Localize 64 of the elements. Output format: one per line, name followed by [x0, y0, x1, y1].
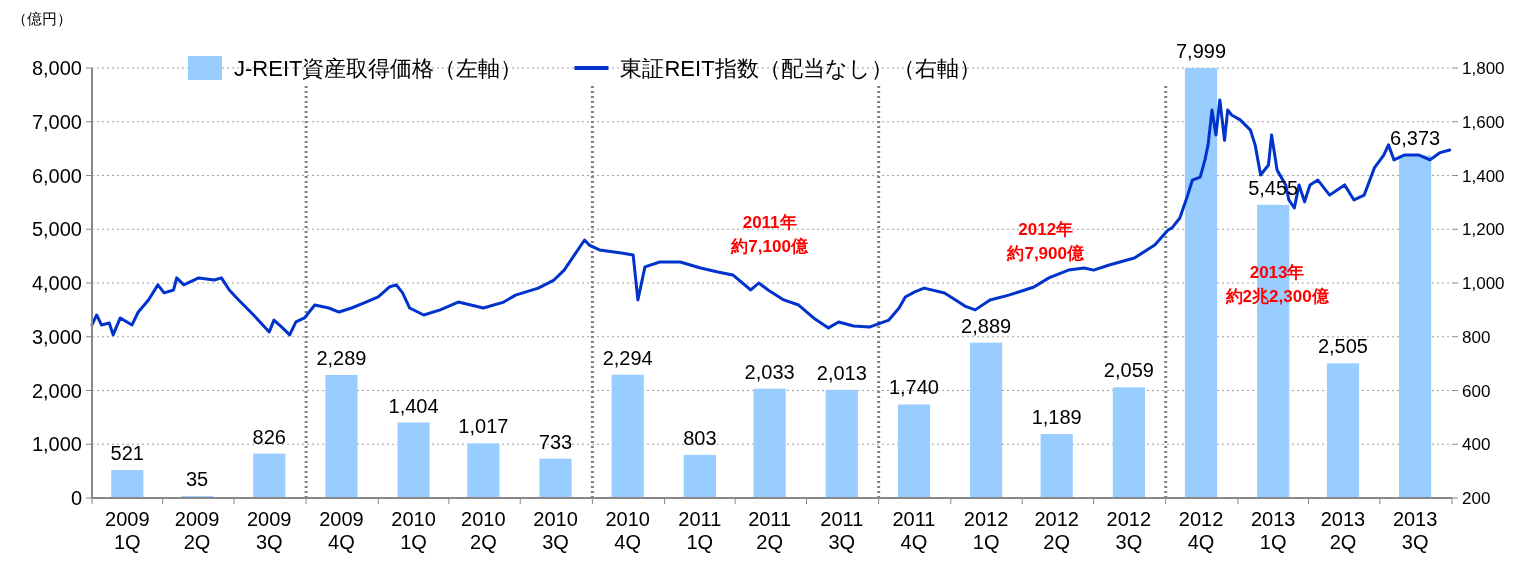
x-tick-label: 2013 3Q — [1392, 508, 1438, 553]
x-tick-label: 2013 1Q — [1250, 508, 1296, 553]
annotation: 2011年 — [742, 213, 797, 232]
x-tick-label: 2011 1Q — [678, 508, 722, 553]
legend-label: 東証REIT指数（配当なし）（右軸） — [620, 56, 981, 81]
x-tick-label: 2011 2Q — [748, 508, 792, 553]
y2-tick-label: 400 — [1462, 435, 1491, 455]
y-tick-label: 8,000 — [31, 57, 82, 79]
x-tick-label: 2010 1Q — [391, 508, 436, 553]
y2-tick-label: 1,600 — [1462, 112, 1505, 132]
x-tick-label: 2012 1Q — [963, 508, 1009, 553]
annotation: 約2兆2,300億 — [1224, 287, 1330, 306]
x-tick-label: 2012 4Q — [1178, 508, 1224, 553]
data-label: 521 — [110, 442, 144, 464]
data-label: 2,505 — [1317, 335, 1369, 358]
y-tick-label: 3,000 — [31, 325, 82, 348]
data-label: 1,189 — [1031, 406, 1082, 429]
x-tick-label: 2012 3Q — [1106, 508, 1152, 553]
y2-tick-label: 600 — [1462, 381, 1491, 401]
y-tick-label: 0 — [70, 487, 82, 509]
y2-tick-label: 200 — [1462, 489, 1491, 508]
x-tick-label: 2009 4Q — [319, 508, 364, 553]
annotation: 2012年 — [1018, 220, 1074, 239]
data-label: 35 — [185, 468, 209, 491]
y-tick-label: 7,000 — [31, 110, 82, 133]
x-tick-label: 2010 3Q — [533, 508, 578, 553]
annotation: 約7,100億 — [730, 237, 809, 256]
data-label: 2,289 — [316, 346, 367, 369]
y-axis-title: （億円） — [12, 10, 72, 27]
data-label: 2,033 — [744, 360, 795, 383]
data-label: 7,999 — [1175, 40, 1227, 63]
annotation: 2013年 — [1249, 263, 1305, 282]
data-label: 1,404 — [388, 394, 439, 417]
data-label: 2,889 — [961, 314, 1012, 337]
y2-tick-label: 1,400 — [1462, 166, 1505, 186]
x-tick-label: 2012 2Q — [1034, 508, 1079, 553]
x-tick-label: 2010 2Q — [461, 508, 506, 553]
data-label: 2,294 — [602, 346, 653, 369]
x-tick-label: 2009 3Q — [247, 508, 292, 553]
y2-tick-label: 1,800 — [1462, 59, 1505, 78]
x-tick-label: 2013 2Q — [1320, 508, 1366, 553]
y-tick-label: 1,000 — [31, 433, 82, 456]
y2-tick-label: 1,200 — [1462, 220, 1505, 240]
legend-label: J-REIT資産取得価格（左軸） — [234, 56, 523, 81]
data-label: 733 — [538, 430, 573, 453]
y-tick-label: 6,000 — [31, 164, 82, 187]
x-tick-label: 2009 1Q — [105, 508, 150, 553]
data-label: 803 — [683, 426, 717, 449]
y2-tick-label: 1,000 — [1462, 274, 1505, 293]
data-label: 2,059 — [1103, 359, 1154, 382]
y-tick-label: 4,000 — [31, 272, 82, 294]
x-tick-label: 2009 2Q — [174, 508, 220, 553]
x-tick-label: 2011 4Q — [892, 508, 936, 553]
data-label: 826 — [252, 425, 286, 448]
annotation: 約7,900億 — [1006, 244, 1085, 263]
data-label: 1,017 — [458, 415, 509, 438]
data-label: 6,373 — [1390, 127, 1441, 150]
x-tick-label: 2011 3Q — [820, 508, 864, 553]
y-tick-label: 2,000 — [31, 379, 82, 402]
x-tick-label: 2010 4Q — [605, 508, 650, 553]
data-label: 1,740 — [888, 376, 939, 399]
data-label: 2,013 — [816, 361, 867, 384]
y2-tick-label: 800 — [1462, 327, 1491, 347]
y-tick-label: 5,000 — [31, 218, 82, 241]
